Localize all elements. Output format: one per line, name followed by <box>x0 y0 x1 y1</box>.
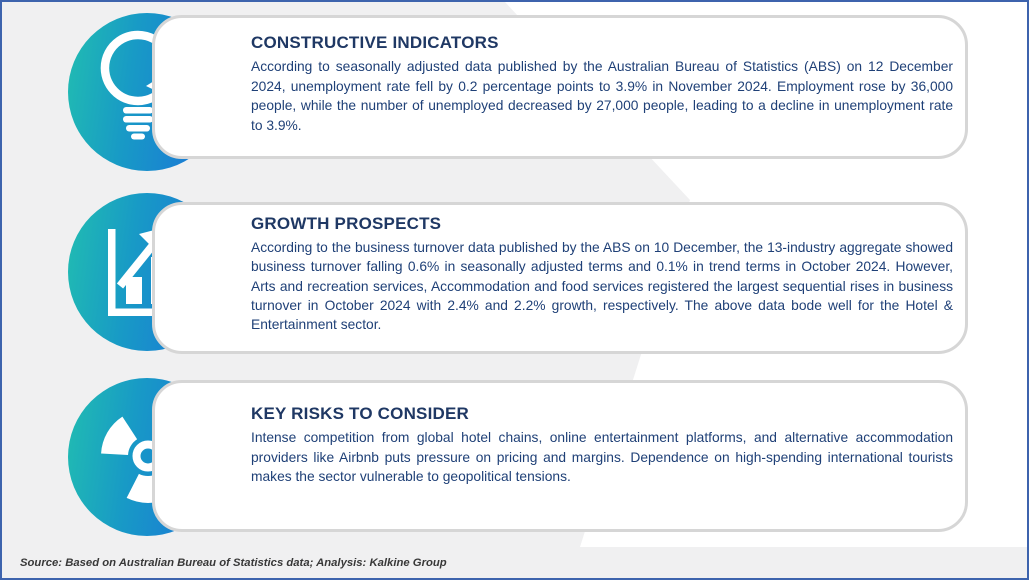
section-title: GROWTH PROSPECTS <box>251 214 442 233</box>
section-card: KEY RISKS TO CONSIDER Intense competitio… <box>152 380 968 532</box>
section-title: CONSTRUCTIVE INDICATORS <box>251 33 499 52</box>
source-note: Source: Based on Australian Bureau of St… <box>20 557 447 569</box>
section-body: Intense competition from global hotel ch… <box>251 430 953 485</box>
section-card: GROWTH PROSPECTS According to the busine… <box>152 202 968 354</box>
section-card: CONSTRUCTIVE INDICATORS According to sea… <box>152 15 968 159</box>
section-title: KEY RISKS TO CONSIDER <box>251 404 470 423</box>
section-body: According to the business turnover data … <box>251 240 953 333</box>
section-body: According to seasonally adjusted data pu… <box>251 59 953 133</box>
